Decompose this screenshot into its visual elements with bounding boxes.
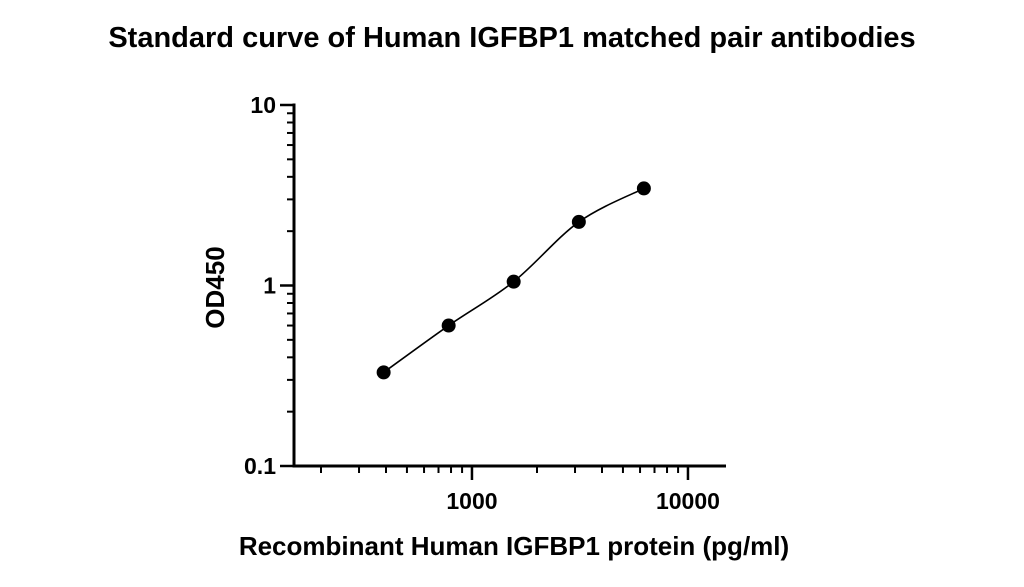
y-tick-label: 0.1 [244, 453, 276, 479]
data-point [506, 274, 521, 289]
y-axis-label: OD450 [200, 246, 230, 328]
x-tick-labels: 1000 10000 [446, 488, 720, 514]
y-tick-label: 1 [263, 273, 276, 299]
y-major-ticks [280, 103, 294, 468]
x-tick-label: 10000 [656, 488, 720, 514]
data-points [376, 181, 651, 380]
data-point [636, 181, 651, 196]
y-tick-labels: 0.1 1 10 [244, 92, 276, 479]
x-major-ticks [470, 466, 690, 480]
y-tick-label: 10 [250, 92, 276, 118]
chart-title: Standard curve of Human IGFBP1 matched p… [108, 22, 916, 54]
data-point [571, 214, 586, 229]
data-point [376, 365, 391, 380]
x-axis-label: Recombinant Human IGFBP1 protein (pg/ml) [239, 531, 789, 561]
x-tick-label: 1000 [446, 488, 497, 514]
data-point [441, 318, 456, 333]
